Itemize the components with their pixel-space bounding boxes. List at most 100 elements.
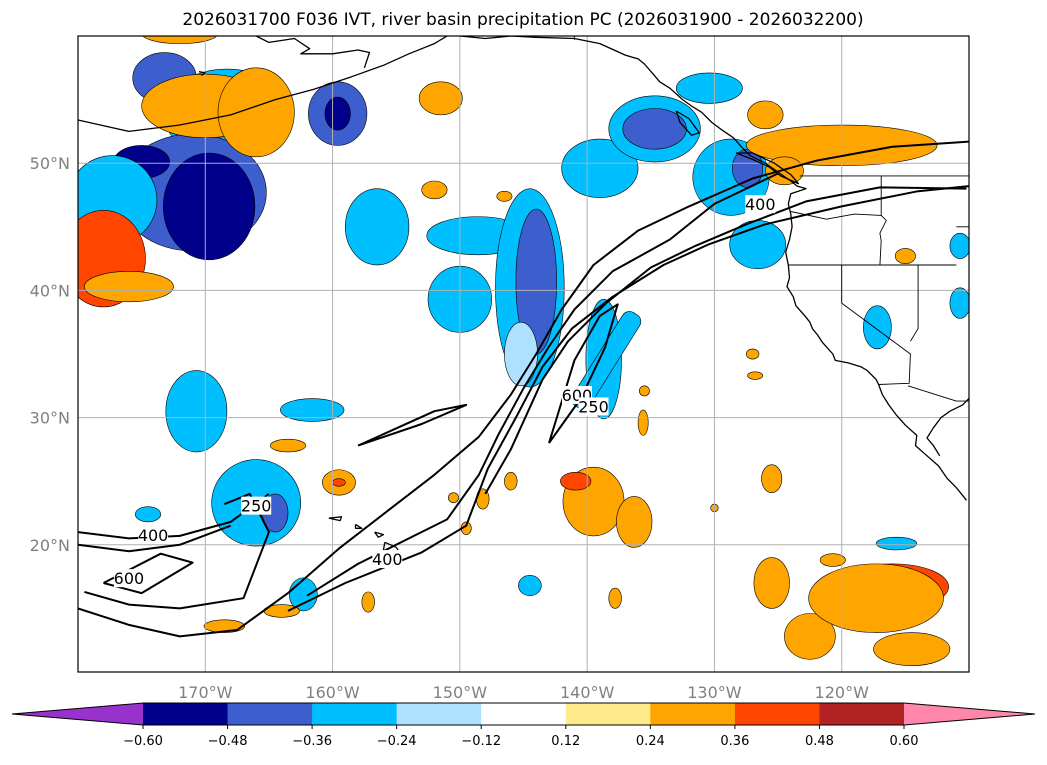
colorbar-tick-label: −0.24 <box>377 734 417 749</box>
ivt-contour-line <box>84 492 270 610</box>
pc-shading-blob <box>332 478 346 487</box>
pc-shading-blob <box>608 587 622 609</box>
longitude-tick-label: 140°W <box>560 683 615 702</box>
ivt-contour-line <box>103 552 194 595</box>
pc-shading-blob <box>162 152 256 261</box>
pc-shading-blob <box>421 180 448 200</box>
coastline-segment <box>735 152 800 185</box>
colorbar-segment <box>227 703 313 725</box>
colorbar-segment <box>481 703 567 725</box>
colorbar-segment <box>396 703 482 725</box>
pc-shading-blob <box>819 553 846 567</box>
ivt-contour-line <box>287 185 969 612</box>
coastline-segment <box>354 523 363 529</box>
pc-shading-blob <box>761 464 783 493</box>
map-frame <box>77 35 970 673</box>
coastline-segment <box>374 531 385 538</box>
pc-shading-blob <box>949 232 969 259</box>
pc-shading-blob <box>134 506 162 523</box>
colorbar-extend-min <box>12 703 143 725</box>
latitude-tick-labels: 50°N 40°N 30°N 20°N <box>30 154 70 555</box>
longitude-tick-labels: 170°W 160°W 150°W 140°W 130°W 120°W <box>178 683 869 702</box>
latitude-tick-label: 20°N <box>30 536 70 555</box>
pc-shading-blob <box>747 371 764 380</box>
contour-label-mask <box>745 195 776 214</box>
ivt-contour-line <box>78 140 969 638</box>
ivt-contour-label: 250 <box>241 497 272 516</box>
contour-label-mask <box>241 496 272 515</box>
political-border <box>790 175 882 220</box>
lat-lon-gridlines <box>78 36 969 672</box>
ivt-contour-label: 400 <box>745 195 776 214</box>
pc-shading-blob <box>344 188 410 266</box>
pc-shading-blob <box>84 271 174 303</box>
colorbar-tick-label: 0.36 <box>720 734 749 749</box>
coastline-segment <box>675 110 700 136</box>
coastline-segment <box>78 36 448 133</box>
latitude-tick-label: 50°N <box>30 154 70 173</box>
longitude-tick-label: 170°W <box>178 683 233 702</box>
colorbar-tick-label: 0.60 <box>890 734 919 749</box>
ivt-contour-label: 250 <box>578 397 609 416</box>
political-border <box>910 265 919 342</box>
pc-shading-blob <box>448 492 459 504</box>
precipitation-pc-shading <box>78 36 969 666</box>
pc-shading-blob <box>418 81 463 116</box>
pc-band-offshore <box>571 311 642 410</box>
ivt-contour-line <box>357 403 468 447</box>
pc-shading-blob <box>808 563 944 633</box>
latitude-tick-label: 40°N <box>30 281 70 300</box>
pc-shading-blob <box>504 321 538 387</box>
colorbar-tick-label: −0.36 <box>292 734 332 749</box>
pc-shading-blob <box>324 96 351 131</box>
longitude-tick-label: 120°W <box>815 683 870 702</box>
pc-shading-blob <box>361 591 375 613</box>
colorbar-segment <box>143 703 229 725</box>
pc-shading-blob <box>639 385 650 397</box>
colorbar-tick-label: −0.12 <box>461 734 501 749</box>
colorbar-tick-label: 0.24 <box>636 734 665 749</box>
coastline-segment <box>459 36 968 501</box>
political-border <box>907 385 969 402</box>
chart-title: 2026031700 F036 IVT, river basin precipi… <box>182 10 863 30</box>
colorbar-tick-label: −0.60 <box>123 734 163 749</box>
pc-shading-blob <box>560 471 592 491</box>
colorbar-segment <box>819 703 905 725</box>
coastline-segment <box>328 516 343 522</box>
colorbar-tick-label: 0.48 <box>805 734 834 749</box>
ivt-contour-label: 400 <box>138 526 169 545</box>
pc-shading-blob <box>561 138 639 198</box>
political-border <box>879 215 887 266</box>
colorbar-segment <box>565 703 651 725</box>
pc-shading-blob <box>894 248 916 264</box>
pc-shading-blob <box>745 348 760 360</box>
colorbar-segment <box>312 703 398 725</box>
pc-shading-blob <box>571 311 642 410</box>
ivt-contour-label: 400 <box>372 550 403 569</box>
pc-shading-blob <box>637 409 649 436</box>
pc-shading-blob <box>949 287 969 319</box>
longitude-tick-label: 160°W <box>305 683 360 702</box>
latitude-tick-label: 30°N <box>30 409 70 428</box>
pc-shading-blob <box>518 575 542 596</box>
colorbar-segment <box>650 703 736 725</box>
contour-label-mask <box>113 569 144 588</box>
colorbar-tick-label: −0.48 <box>208 734 248 749</box>
pc-shading-blob <box>747 100 784 130</box>
pc-shading-blob <box>504 471 518 491</box>
pc-shading-blob <box>269 438 307 453</box>
pc-shading-blob <box>675 72 743 104</box>
pc-shading-blob <box>165 370 228 453</box>
pc-shading-blob <box>616 496 653 548</box>
coastline-segment <box>926 398 969 457</box>
contour-label-mask <box>138 525 169 544</box>
pc-shading-blob <box>217 67 295 158</box>
colorbar-segment <box>734 703 820 725</box>
pc-shading-blob <box>280 398 345 422</box>
colorbar-tick-label: 0.12 <box>551 734 580 749</box>
ivt-contour-line <box>78 524 232 553</box>
coastline-segment <box>198 70 206 76</box>
